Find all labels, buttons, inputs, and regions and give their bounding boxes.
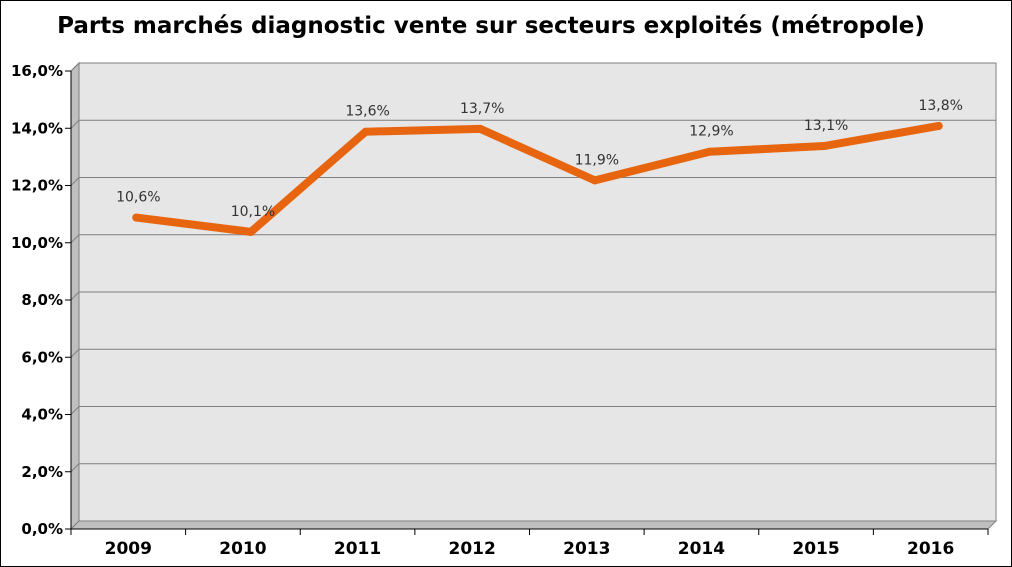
data-label: 11,9% <box>575 152 619 168</box>
x-tick-label: 2010 <box>219 539 266 559</box>
gridline-side <box>70 119 80 129</box>
data-label: 12,9% <box>689 124 733 140</box>
data-point <box>705 147 714 156</box>
series-line-group <box>132 121 943 236</box>
gridline-side <box>70 406 80 415</box>
axes: 0,0% 2,0% 4,0% 6,0% 8,0% 10,0% 12,0% 14,0% 16,0%… <box>11 62 989 559</box>
x-tick-label: 2011 <box>334 539 381 559</box>
data-label: 13,6% <box>345 104 389 120</box>
y-tick-label: 4,0% <box>21 406 63 424</box>
gridline-side <box>70 291 80 301</box>
gridline-side <box>70 348 80 358</box>
y-tick-label: 12,0% <box>11 177 63 195</box>
x-tick-label: 2013 <box>563 539 610 559</box>
data-label: 13,7% <box>460 101 504 117</box>
data-point <box>934 121 943 130</box>
x-tick-label: 2009 <box>105 539 152 559</box>
y-tick-label: 8,0% <box>21 291 63 309</box>
y-tick-label: 2,0% <box>21 463 63 481</box>
y-tick-label: 10,0% <box>11 234 63 252</box>
plot-floor <box>69 520 998 530</box>
y-tick-label: 0,0% <box>21 520 63 538</box>
series-line <box>132 121 943 236</box>
gridlines <box>70 62 996 473</box>
gridline-side <box>70 234 80 244</box>
gridline-side <box>70 463 80 473</box>
y-tick-label: 6,0% <box>21 348 63 366</box>
data-labels: 10,6% 10,1% 13,6% 13,7% 11,9% 12,9% 13,1% 13,8% <box>116 98 963 220</box>
data-label: 13,8% <box>918 98 962 114</box>
gridline-side <box>70 62 80 72</box>
plot-area <box>69 61 998 531</box>
data-label: 13,1% <box>804 118 848 134</box>
data-label: 10,6% <box>116 190 160 206</box>
y-tick-label: 14,0% <box>11 119 63 137</box>
data-point <box>361 127 370 136</box>
gridline-side <box>70 177 80 186</box>
data-point <box>476 124 485 133</box>
data-label: 10,1% <box>231 204 275 220</box>
data-point <box>132 213 141 222</box>
data-point <box>590 176 599 185</box>
x-tick-label: 2012 <box>449 539 496 559</box>
data-point <box>820 142 829 151</box>
data-point <box>246 227 255 236</box>
x-tick-label: 2015 <box>792 539 839 559</box>
x-tick-label: 2014 <box>678 539 725 559</box>
x-tick-label: 2016 <box>907 539 954 559</box>
y-tick-label: 16,0% <box>11 62 63 80</box>
chart-title: Parts marchés diagnostic vente sur secte… <box>57 13 925 39</box>
